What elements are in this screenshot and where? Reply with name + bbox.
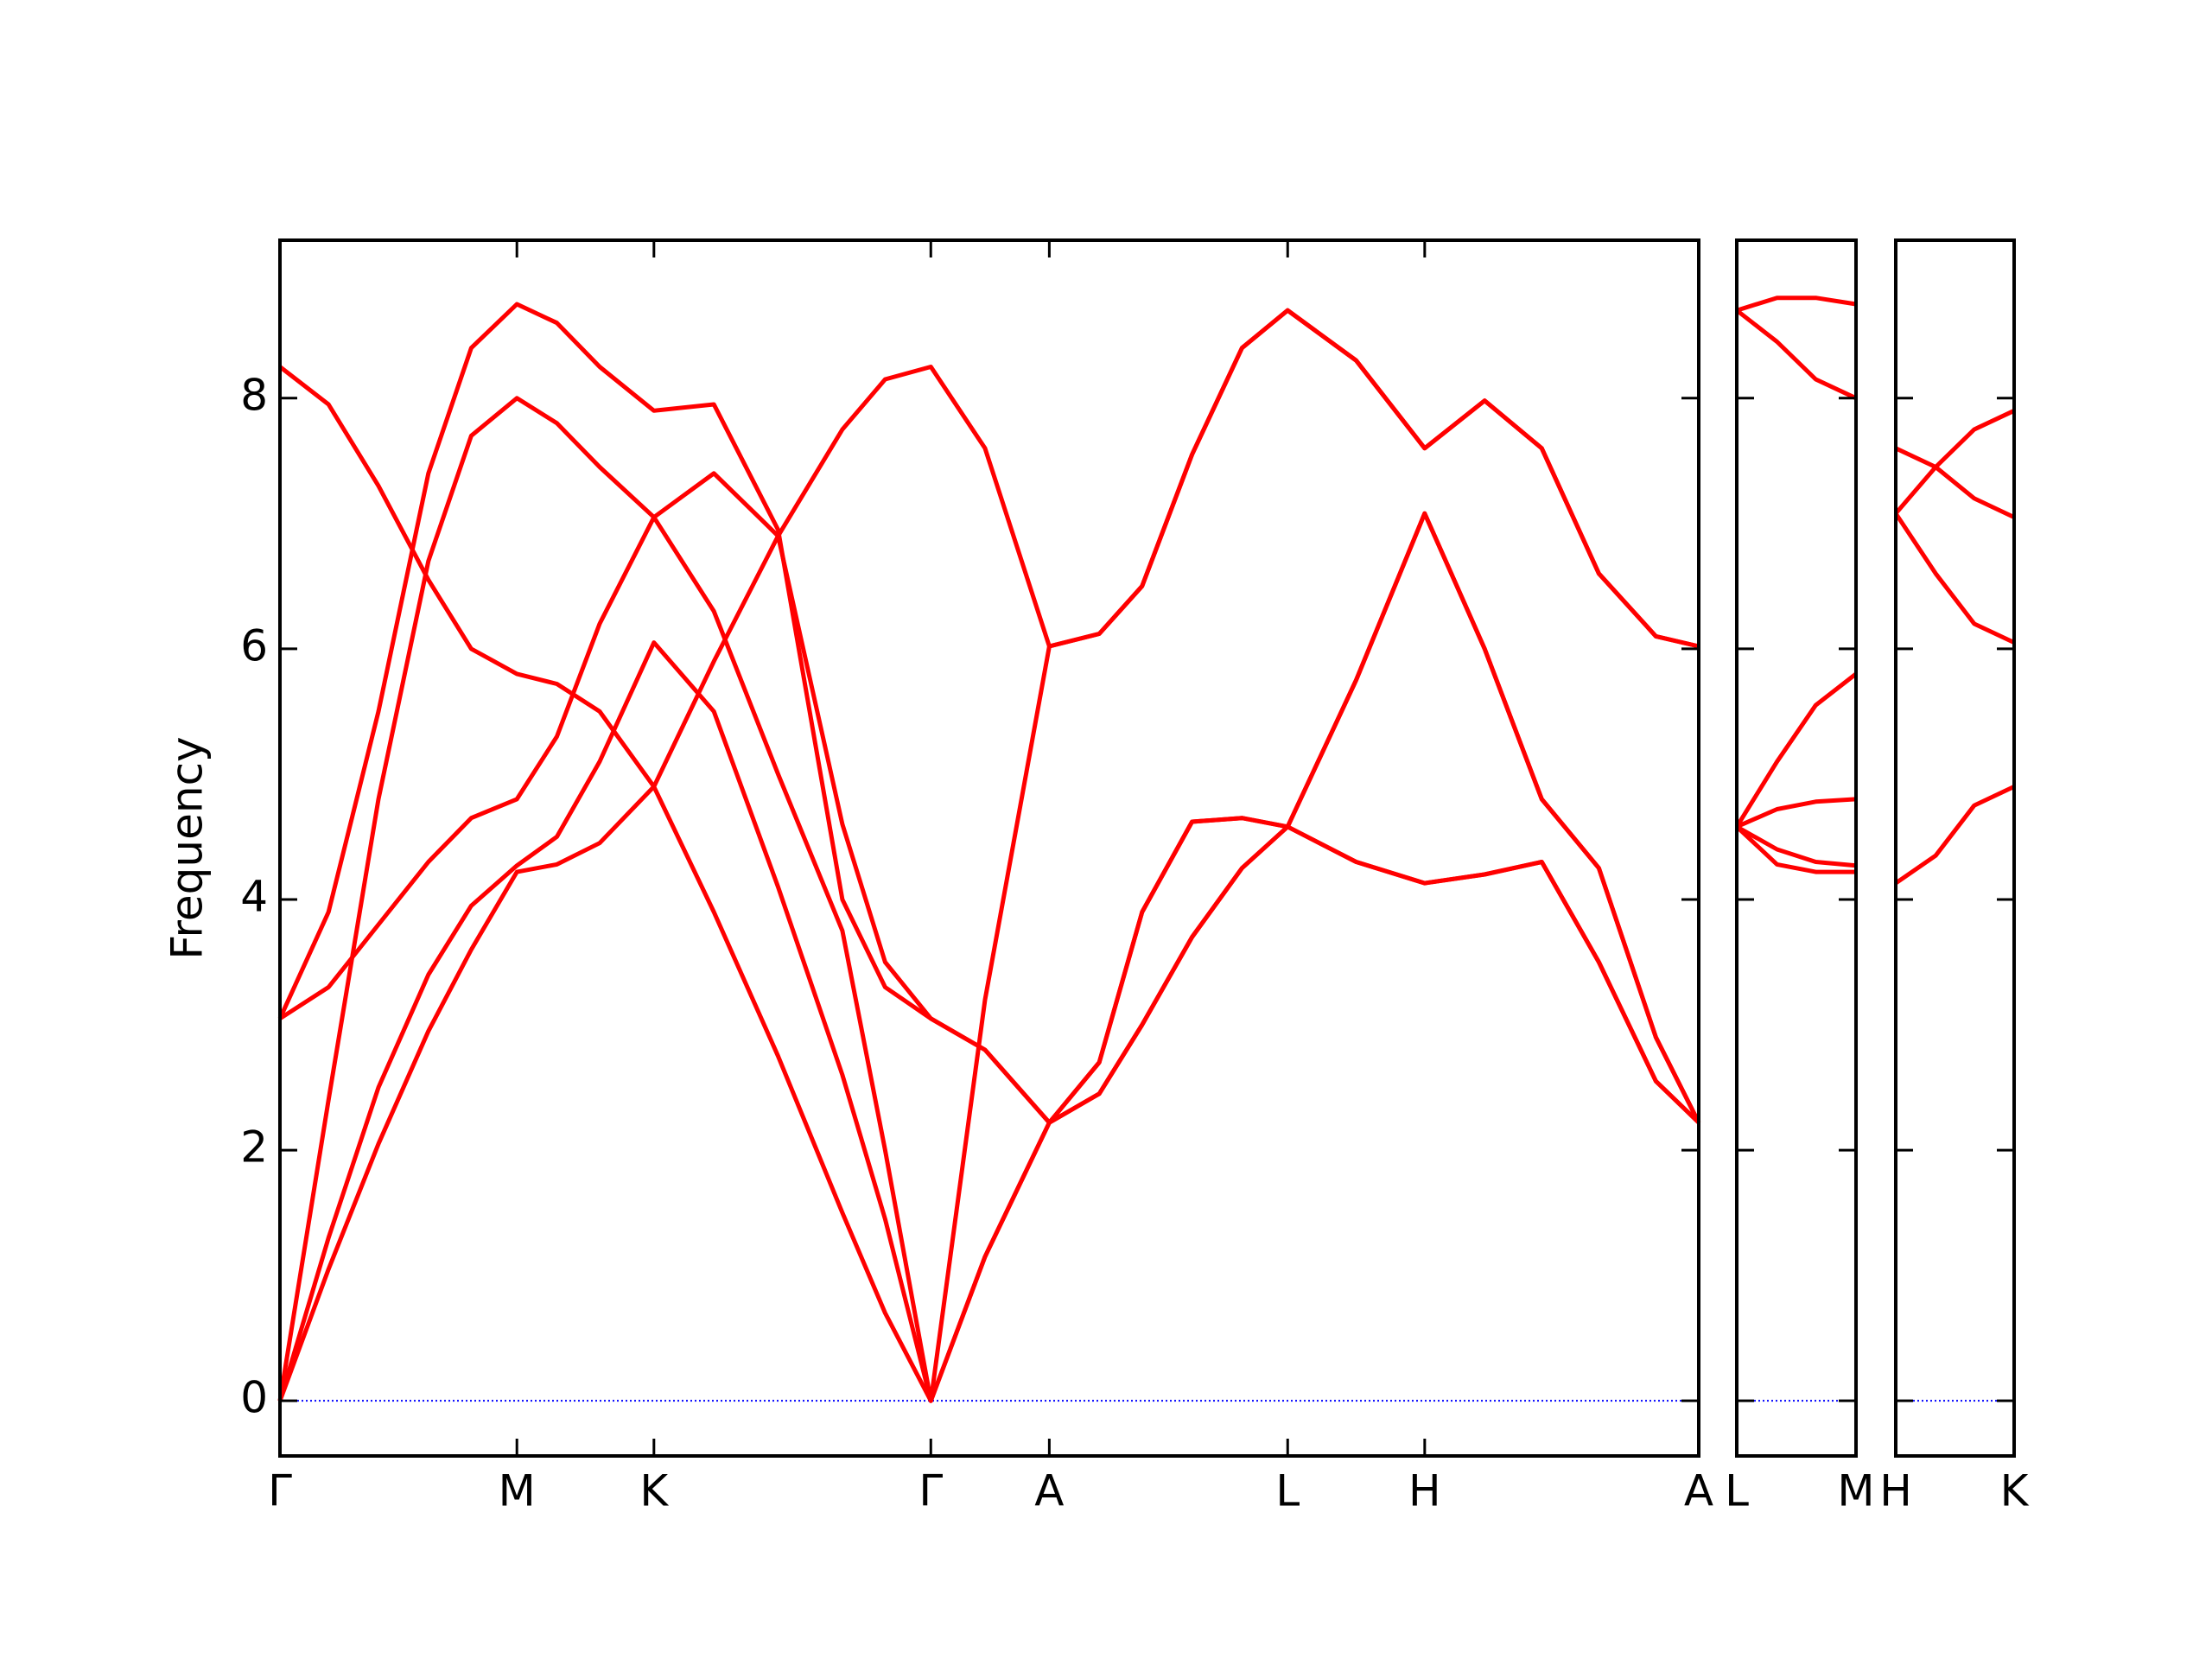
plot-frame [1894, 238, 2016, 1458]
x-tick-label: A [1684, 1466, 1713, 1516]
x-tick-label: K [639, 1466, 669, 1516]
band-line [278, 365, 1701, 1403]
y-axis-label: Frequency [162, 736, 213, 959]
band-line [1735, 824, 1857, 868]
x-tick-label: H [1408, 1466, 1441, 1516]
y-tick-label: 8 [240, 370, 268, 420]
y-tick-label: 4 [240, 871, 268, 921]
x-tick-label: L [1275, 1466, 1300, 1516]
band-line [277, 302, 1700, 1125]
band-line [1736, 296, 1857, 313]
x-tick-label: M [499, 1466, 536, 1516]
y-tick-label: 2 [240, 1122, 268, 1173]
plot-frame [278, 238, 1700, 1458]
band-line [1894, 446, 2016, 519]
plot-frame [1735, 238, 1858, 1458]
band-line [278, 471, 1700, 1125]
band-line [277, 308, 1700, 1402]
band-line [1893, 512, 2016, 645]
y-tick-label: 6 [240, 620, 268, 671]
band-line [1736, 797, 1857, 830]
x-tick-label: L [1725, 1466, 1749, 1516]
x-tick-label: K [2000, 1466, 2030, 1516]
x-tick-label: H [1879, 1466, 1912, 1516]
x-tick-label: M [1837, 1466, 1874, 1516]
x-tick-label: Γ [268, 1466, 292, 1516]
x-tick-label: A [1034, 1466, 1064, 1516]
band-line [1894, 409, 2016, 515]
x-tick-label: Γ [918, 1466, 943, 1516]
y-tick-label: 0 [240, 1373, 268, 1423]
band-line [1735, 308, 1858, 401]
band-line [277, 308, 1700, 1403]
band-line [1734, 671, 1858, 829]
band-line [1735, 824, 1856, 874]
band-line [1894, 785, 2016, 886]
